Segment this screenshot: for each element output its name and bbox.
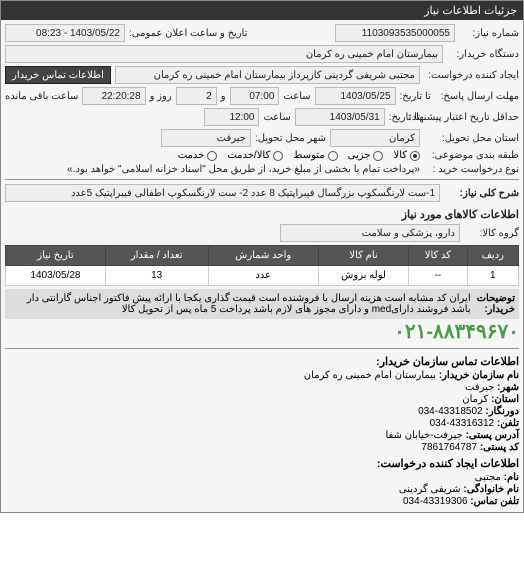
creator-field: مجتبی شریفی گردینی کارپرداز بیمارستان ام… [115, 66, 420, 84]
cell-name: لوله بروش [318, 266, 409, 286]
cell-qty: 13 [105, 266, 208, 286]
phone-big: ۰۲۱-۸۸۳۴۹۶۷۰ [5, 319, 519, 344]
date-field: 1403/05/22 - 08:23 [5, 24, 125, 42]
creator-label: ایجاد کننده درخواست: [424, 70, 519, 81]
fax-value: 43318502-034 [418, 406, 483, 417]
date-label: تاریخ و ساعت اعلان عمومی: [129, 28, 248, 39]
cell-code: -- [409, 266, 467, 286]
th-name: نام کالا [318, 246, 409, 266]
zip-value: 7861764787 [421, 442, 477, 453]
cell-row: 1 [467, 266, 518, 286]
addr-value: جیرفت-خیابان شفا [385, 430, 462, 441]
addr-label: آدرس پستی: [466, 430, 519, 441]
tel-value: 43316312-034 [430, 418, 495, 429]
city-label-2: شهر: [497, 382, 519, 393]
remain-time-field: 22:20:28 [82, 87, 145, 105]
radio-small[interactable]: جزیی [348, 150, 384, 161]
contact-section: اطلاعات تماس سازمان خریدار: نام سازمان خ… [5, 355, 519, 507]
content: شماره نیاز: 1103093535000055 تاریخ و ساع… [1, 20, 523, 512]
fax-label: دورنگار: [485, 406, 519, 417]
notes-box: توضیحات خریدار: ایران کد مشابه است هزینه… [5, 289, 519, 319]
creator-header: اطلاعات ایجاد کننده درخواست: [5, 457, 519, 470]
title-field: 1-ست لارنگسکوپ بزرگسال فیبراپتیک 8 عدد 2… [5, 184, 440, 202]
radio-dot-icon [410, 151, 420, 161]
province-value: کرمان [462, 394, 488, 405]
group-field: دارو، پزشکی و سلامت [280, 224, 460, 242]
radio-med[interactable]: متوسط [293, 150, 337, 161]
location-label: استان محل تحویل: [424, 133, 519, 144]
group-label: گروه کالا: [464, 228, 519, 239]
name-value: مجتبی [475, 472, 501, 483]
titlebar: جزئیات اطلاعات نیاز [1, 1, 523, 20]
province-field: کرمان [330, 129, 420, 147]
validity-label: حداقل تاریخ اعتبار پیشنهاد: [424, 112, 519, 123]
request-no-field: 1103093535000055 [335, 24, 455, 42]
radio-dot-icon [207, 151, 217, 161]
days-and-label: و [221, 91, 226, 102]
th-date: تاریخ نیاز [6, 246, 106, 266]
buyer-label: دستگاه خریدار: [447, 49, 519, 60]
group-section-header: اطلاعات کالاهای مورد نیاز [5, 208, 519, 221]
tel2-label: تلفن تماس: [470, 496, 519, 507]
deadline-label: مهلت ارسال پاسخ: [435, 91, 519, 102]
separator-2 [5, 348, 519, 349]
grouping-label: طبقه بندی موضوعی: [424, 150, 519, 161]
zip-label: کد پستی: [480, 442, 519, 453]
org-value: بیمارستان امام خمینی ره کرمان [304, 370, 436, 381]
payment-label: نوع درخواست خرید : [424, 164, 519, 175]
org-label: نام سازمان خریدار: [439, 370, 519, 381]
table-row[interactable]: 1 -- لوله بروش عدد 13 1403/05/28 [6, 266, 519, 286]
name-label: نام: [504, 472, 519, 483]
radio-dot-icon [328, 151, 338, 161]
radio-dot-icon [273, 151, 283, 161]
time-label-2: ساعت [263, 112, 290, 123]
city-label: شهر محل تحویل: [255, 133, 326, 144]
radio-service[interactable]: کالا/خدمت [227, 150, 283, 161]
deadline-to-label: تا تاریخ: [400, 91, 431, 102]
family-label: نام خانوادگی: [463, 484, 519, 495]
radio-dot-icon [373, 151, 383, 161]
th-qty: تعداد / مقدار [105, 246, 208, 266]
buyer-field: بیمارستان امام خمینی ره کرمان [5, 45, 443, 63]
items-table: ردیف کد کالا نام کالا واحد شمارش تعداد /… [5, 245, 519, 286]
city-value: جیرفت [465, 382, 494, 393]
tel2-value: 43319306-034 [403, 496, 468, 507]
notes-text: ایران کد مشابه است هزینه ارسال با فروشند… [9, 293, 471, 315]
th-unit: واحد شمارش [208, 246, 318, 266]
cell-date: 1403/05/28 [6, 266, 106, 286]
days-field: 2 [176, 87, 217, 105]
notes-label: توضیحات خریدار: [477, 293, 515, 315]
th-code: کد کالا [409, 246, 467, 266]
contact-header: اطلاعات تماس سازمان خریدار: [5, 355, 519, 368]
deadline-date-field: 1403/05/25 [315, 87, 396, 105]
request-no-label: شماره نیاز: [459, 28, 519, 39]
th-row: ردیف [467, 246, 518, 266]
buyer-contact-button[interactable]: اطلاعات تماس خریدار [5, 66, 111, 84]
window: جزئیات اطلاعات نیاز شماره نیاز: 11030935… [0, 0, 524, 513]
separator [5, 179, 519, 180]
deadline-time-field: 07:00 [230, 87, 280, 105]
cell-unit: عدد [208, 266, 318, 286]
payment-text: «پرداخت تمام یا بخشی از مبلغ خرید، از طر… [5, 164, 420, 175]
tel-label: تلفن: [497, 418, 519, 429]
province-label: استان: [491, 394, 519, 405]
radio-all[interactable]: کالا [393, 150, 420, 161]
days-unit-label: روز و [150, 91, 172, 102]
validity-time-field: 12:00 [204, 108, 259, 126]
validity-to-label: تا تاریخ: [389, 112, 420, 123]
title-label: شرح کلی نیاز: [444, 188, 519, 199]
grouping-radio-group: کالا جزیی متوسط کالا/خدمت خدمت [178, 150, 420, 161]
radio-service2[interactable]: خدمت [178, 150, 218, 161]
city-field: جیرفت [161, 129, 251, 147]
family-value: شریفی گردینی [399, 484, 461, 495]
remain-label: ساعت باقی مانده [5, 91, 78, 102]
validity-date-field: 1403/05/31 [295, 108, 385, 126]
time-label-1: ساعت [283, 91, 310, 102]
